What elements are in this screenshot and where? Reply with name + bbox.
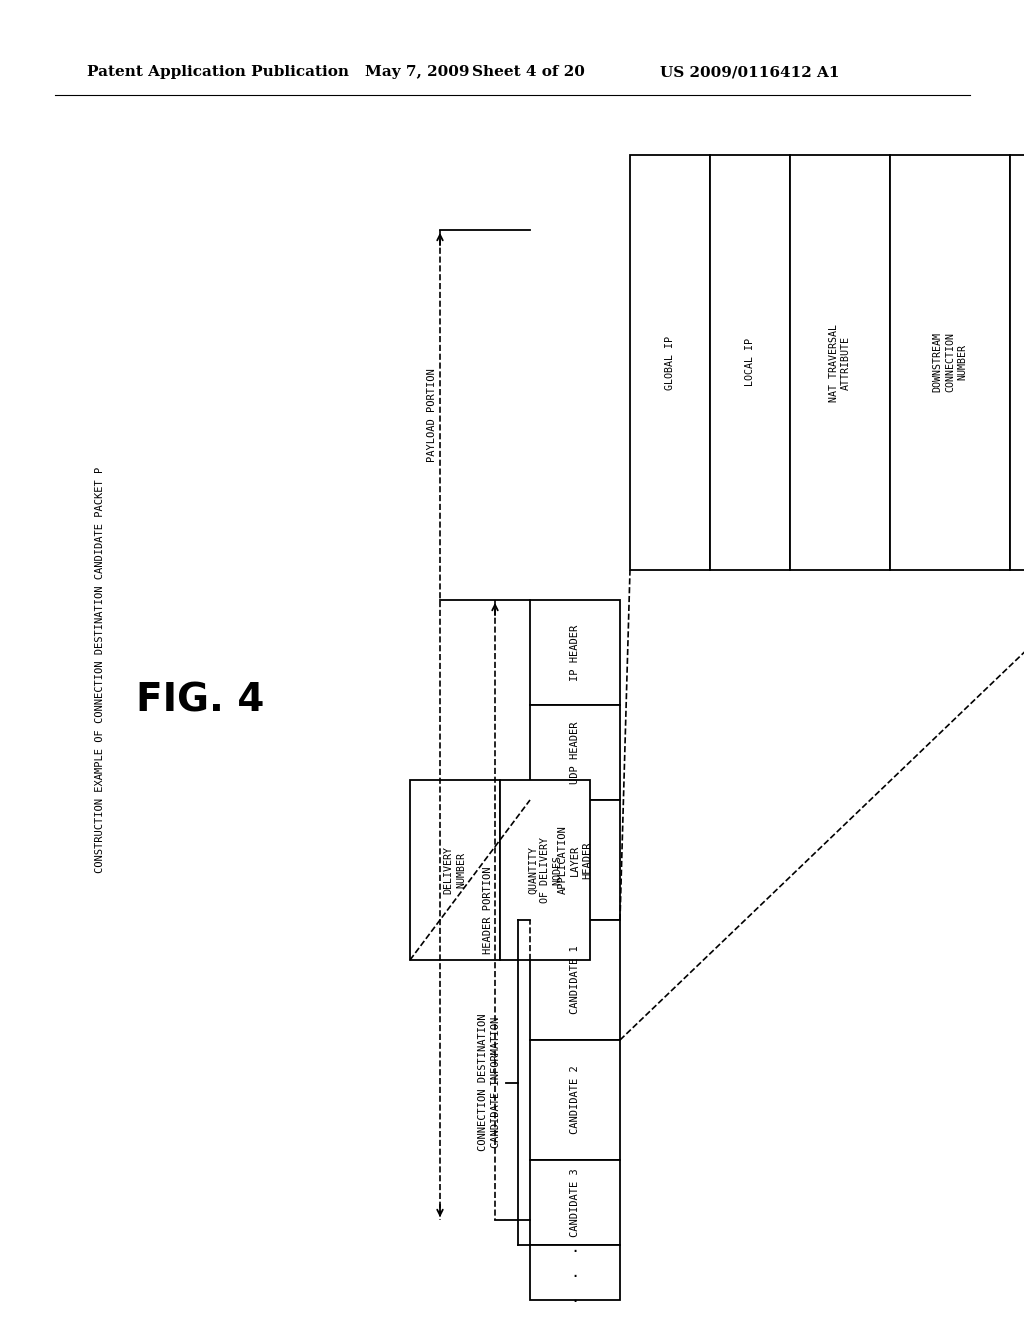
Bar	[710, 154, 790, 570]
Text: FIG. 4: FIG. 4	[136, 681, 264, 719]
Bar	[500, 780, 590, 960]
Text: LOCAL IP: LOCAL IP	[745, 338, 755, 387]
Bar	[790, 154, 890, 570]
Text: DELIVERY
NUMBER: DELIVERY NUMBER	[443, 846, 466, 894]
Bar	[530, 920, 620, 1040]
Text: QUANTITY
OF DELIVERY
NODES: QUANTITY OF DELIVERY NODES	[527, 837, 562, 903]
Bar	[530, 1160, 620, 1245]
Text: .
.
.: . . .	[570, 1241, 580, 1304]
Text: PAYLOAD PORTION: PAYLOAD PORTION	[427, 368, 437, 462]
Text: UDP HEADER: UDP HEADER	[570, 721, 580, 784]
Text: CONNECTION DESTINATION
CANDIDATE INFORMATION: CONNECTION DESTINATION CANDIDATE INFORMA…	[478, 1014, 501, 1151]
Bar	[530, 601, 620, 705]
Text: CONSTRUCTION EXAMPLE OF CONNECTION DESTINATION CANDIDATE PACKET P: CONSTRUCTION EXAMPLE OF CONNECTION DESTI…	[95, 467, 105, 873]
Text: May 7, 2009: May 7, 2009	[365, 65, 469, 79]
Text: NAT TRAVERSAL
ATTRIBUTE: NAT TRAVERSAL ATTRIBUTE	[828, 323, 851, 401]
Bar	[1010, 154, 1024, 570]
Bar	[410, 780, 500, 960]
Text: CANDIDATE 1: CANDIDATE 1	[570, 945, 580, 1014]
Text: DOWNSTREAM
CONNECTION
NUMBER: DOWNSTREAM CONNECTION NUMBER	[933, 333, 968, 392]
Bar	[890, 154, 1010, 570]
Bar	[630, 154, 710, 570]
Text: APPLICATION
LAYER
HEADER: APPLICATION LAYER HEADER	[558, 825, 593, 895]
Bar	[530, 705, 620, 800]
Text: IP HEADER: IP HEADER	[570, 624, 580, 681]
Text: CANDIDATE 3: CANDIDATE 3	[570, 1168, 580, 1237]
Text: CANDIDATE 2: CANDIDATE 2	[570, 1065, 580, 1134]
Bar	[530, 1040, 620, 1160]
Text: US 2009/0116412 A1: US 2009/0116412 A1	[660, 65, 840, 79]
Text: HEADER PORTION: HEADER PORTION	[483, 866, 493, 954]
Text: Patent Application Publication: Patent Application Publication	[87, 65, 349, 79]
Bar	[530, 800, 620, 920]
Bar	[530, 1245, 620, 1300]
Text: Sheet 4 of 20: Sheet 4 of 20	[472, 65, 585, 79]
Text: GLOBAL IP: GLOBAL IP	[665, 335, 675, 389]
